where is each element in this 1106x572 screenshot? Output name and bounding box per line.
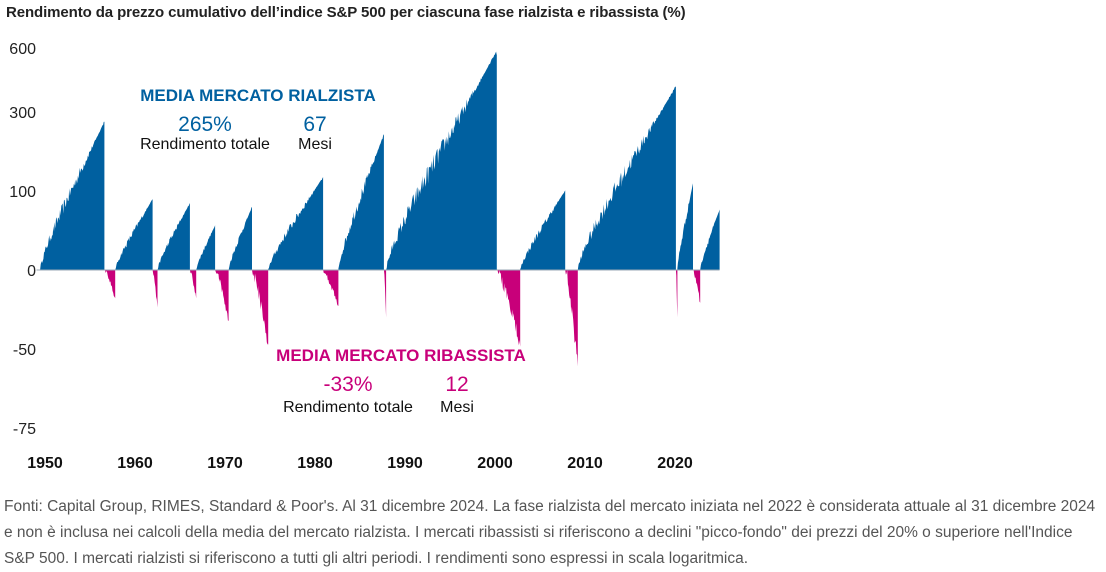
bear-average-return-value: -33%: [323, 373, 372, 396]
y-tick-label: 100: [9, 184, 36, 201]
bear-average-months-value: 12: [445, 373, 468, 396]
bull-market-area-4: [157, 203, 190, 270]
y-tick-label: 600: [9, 41, 36, 58]
bear-market-area-15: [496, 270, 521, 347]
bull-average-return-value: 265%: [178, 113, 232, 136]
x-tick-label: 2020: [657, 455, 693, 472]
bear-average-annotation: MEDIA MERCATO RIBASSISTA -33% 12 Rendime…: [276, 346, 526, 416]
x-tick-label: 1990: [387, 455, 423, 472]
bear-market-area-7: [215, 270, 229, 321]
bear-market-area-3: [152, 270, 158, 308]
bull-average-months-value: 67: [303, 113, 326, 136]
y-axis: 600 300 100 0 -50 -75: [9, 41, 36, 438]
bull-market-area-14: [386, 51, 497, 271]
y-tick-label: 0: [27, 263, 36, 280]
bull-market-area-22: [700, 209, 720, 270]
x-tick-label: 1950: [27, 455, 63, 472]
bull-market-area-8: [228, 206, 252, 270]
bear-average-months-label: Mesi: [440, 399, 474, 416]
x-axis: 1950 1960 1970 1980 1990 2000 2010 2020: [27, 455, 693, 472]
y-tick-label: -50: [13, 342, 36, 359]
source-footnote: Fonti: Capital Group, RIMES, Standard & …: [4, 498, 1096, 567]
x-tick-label: 1960: [117, 455, 153, 472]
bear-market-area-19: [675, 270, 678, 318]
bull-market-area-6: [196, 225, 216, 270]
chart-marks: [40, 51, 720, 367]
bull-average-annotation: MEDIA MERCATO RIALZISTA 265% 67 Rendimen…: [140, 86, 376, 153]
bull-market-area-18: [577, 86, 676, 270]
bear-market-area-17: [565, 270, 578, 367]
bear-market-area-1: [104, 270, 116, 299]
x-tick-label: 2010: [567, 455, 603, 472]
bull-average-months-label: Mesi: [298, 136, 332, 153]
bear-market-area-9: [252, 270, 269, 345]
y-tick-label: -75: [13, 421, 36, 438]
bear-market-area-11: [323, 270, 339, 306]
bear-market-area-5: [189, 270, 197, 299]
bear-market-area-13: [383, 270, 387, 318]
bull-market-area-2: [115, 199, 153, 270]
x-tick-label: 2000: [477, 455, 513, 472]
bull-average-return-label: Rendimento totale: [140, 136, 270, 153]
bull-market-area-16: [520, 190, 566, 270]
bear-market-area-21: [693, 270, 701, 303]
bull-market-area-10: [268, 177, 324, 270]
chart-title: Rendimento da prezzo cumulativo dell’ind…: [6, 4, 686, 21]
bear-average-heading: MEDIA MERCATO RIBASSISTA: [276, 346, 526, 365]
y-tick-label: 300: [9, 105, 36, 122]
chart-area: 600 300 100 0 -50 -75 1950 1960 1970 1980 1990 200…: [9, 41, 720, 472]
bear-average-return-label: Rendimento totale: [283, 399, 413, 416]
x-tick-label: 1980: [297, 455, 333, 472]
bull-market-area-20: [677, 183, 693, 270]
bull-market-area-12: [338, 134, 384, 270]
bull-average-heading: MEDIA MERCATO RIALZISTA: [140, 86, 375, 105]
x-tick-label: 1970: [207, 455, 243, 472]
bull-market-area-0: [40, 121, 105, 270]
